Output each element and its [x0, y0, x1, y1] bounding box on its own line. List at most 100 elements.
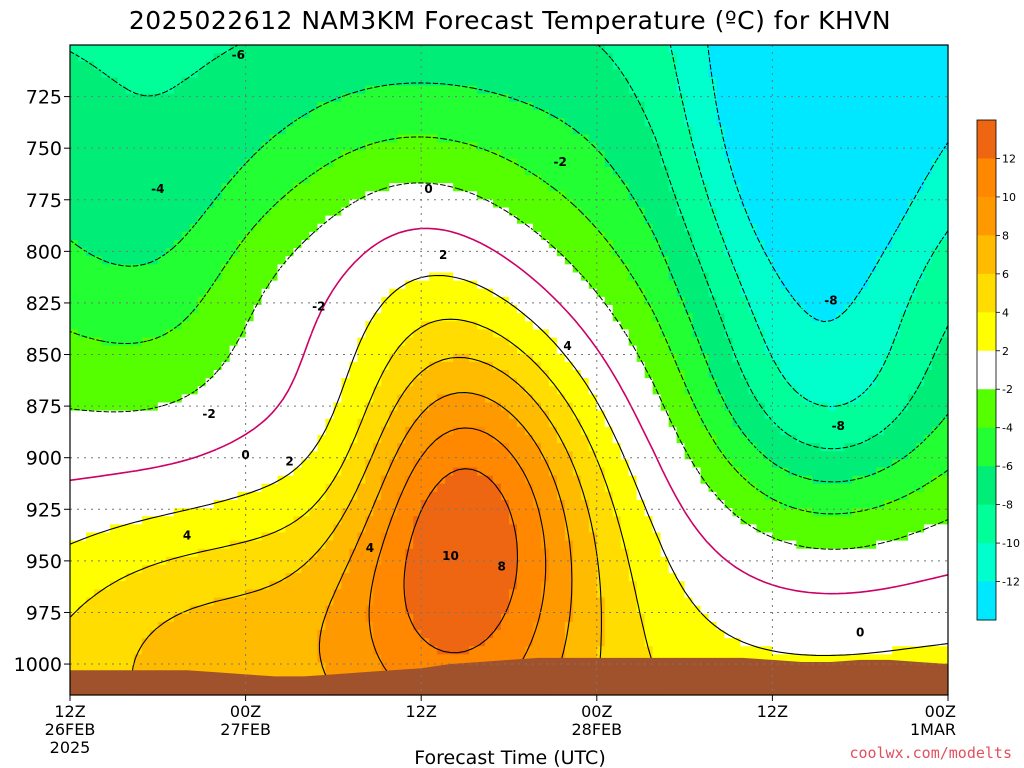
- field-cell: [253, 532, 263, 542]
- field-cell: [205, 589, 215, 599]
- field-cell: [85, 101, 95, 111]
- field-cell: [285, 459, 295, 469]
- field-cell: [461, 508, 470, 517]
- field-cell: [516, 386, 526, 395]
- field-cell: [85, 638, 95, 647]
- field-cell: [389, 386, 398, 395]
- field-cell: [381, 166, 390, 176]
- field-cell: [117, 426, 127, 436]
- field-cell: [141, 475, 151, 485]
- field-cell: [109, 313, 119, 322]
- field-cell: [261, 483, 271, 493]
- field-cell: [237, 402, 247, 412]
- field-cell: [341, 175, 350, 184]
- field-cell: [357, 264, 366, 274]
- field-cell: [461, 646, 470, 655]
- field-cell: [237, 142, 247, 152]
- field-cell: [181, 475, 191, 485]
- field-cell: [237, 158, 247, 168]
- field-cell: [509, 158, 518, 168]
- field-cell: [221, 231, 231, 241]
- field-cell: [253, 175, 263, 184]
- field-cell: [421, 329, 430, 339]
- field-cell: [357, 280, 366, 290]
- field-cell: [269, 134, 279, 144]
- field-cell: [149, 500, 159, 509]
- field-cell: [285, 280, 295, 290]
- field-cell: [509, 288, 518, 298]
- field-cell: [77, 264, 87, 274]
- field-cell: [548, 646, 558, 655]
- field-cell: [181, 662, 191, 672]
- field-cell: [165, 500, 175, 509]
- field-cell: [125, 215, 135, 225]
- field-cell: [373, 646, 382, 655]
- field-cell: [269, 630, 279, 639]
- field-cell: [405, 118, 414, 127]
- field-cell: [429, 483, 438, 493]
- field-cell: [477, 361, 486, 371]
- field-cell: [405, 248, 414, 257]
- field-cell: [365, 248, 374, 257]
- field-cell: [469, 69, 478, 79]
- field-cell: [309, 435, 319, 444]
- field-cell: [333, 613, 342, 623]
- field-cell: [245, 443, 255, 452]
- field-cell: [173, 329, 183, 339]
- field-cell: [173, 118, 183, 127]
- field-cell: [141, 532, 151, 542]
- field-cell: [469, 337, 478, 347]
- field-cell: [277, 565, 287, 574]
- field-cell: [197, 540, 207, 550]
- field-cell: [85, 126, 95, 135]
- field-cell: [269, 475, 279, 485]
- field-cell: [556, 621, 566, 631]
- field-cell: [109, 240, 119, 249]
- field-cell: [325, 654, 334, 664]
- field-cell: [229, 215, 239, 225]
- field-cell: [221, 491, 231, 501]
- field-cell: [165, 475, 175, 485]
- field-cell: [524, 467, 534, 477]
- field-cell: [141, 597, 151, 607]
- field-cell: [532, 53, 542, 62]
- field-cell: [149, 256, 159, 265]
- field-cell: [101, 435, 111, 444]
- field-cell: [437, 183, 446, 192]
- field-cell: [365, 581, 374, 590]
- field-cell: [477, 483, 486, 493]
- field-cell: [469, 540, 478, 550]
- field-cell: [125, 61, 135, 70]
- field-cell: [213, 597, 223, 607]
- field-cell: [125, 329, 135, 339]
- field-cell: [213, 321, 223, 330]
- field-cell: [485, 524, 494, 534]
- field-cell: [125, 662, 135, 672]
- field-cell: [229, 77, 239, 87]
- field-cell: [421, 386, 430, 395]
- field-cell: [453, 605, 462, 615]
- field-cell: [389, 532, 398, 542]
- field-cell: [205, 329, 215, 339]
- field-cell: [333, 231, 342, 241]
- field-cell: [181, 61, 191, 70]
- field-cell: [389, 101, 398, 111]
- field-cell: [556, 410, 566, 420]
- field-cell: [101, 207, 111, 217]
- field-cell: [141, 646, 151, 655]
- field-cell: [253, 256, 263, 265]
- field-cell: [349, 53, 358, 62]
- field-cell: [277, 85, 287, 95]
- field-cell: [301, 45, 311, 54]
- field-cell: [181, 524, 191, 534]
- field-cell: [181, 69, 191, 79]
- field-cell: [229, 654, 239, 664]
- field-cell: [285, 118, 295, 127]
- field-cell: [389, 329, 398, 339]
- field-cell: [325, 126, 334, 135]
- field-cell: [516, 654, 526, 664]
- field-cell: [109, 77, 119, 87]
- field-cell: [453, 166, 462, 176]
- field-cell: [229, 175, 239, 184]
- field-cell: [373, 500, 382, 509]
